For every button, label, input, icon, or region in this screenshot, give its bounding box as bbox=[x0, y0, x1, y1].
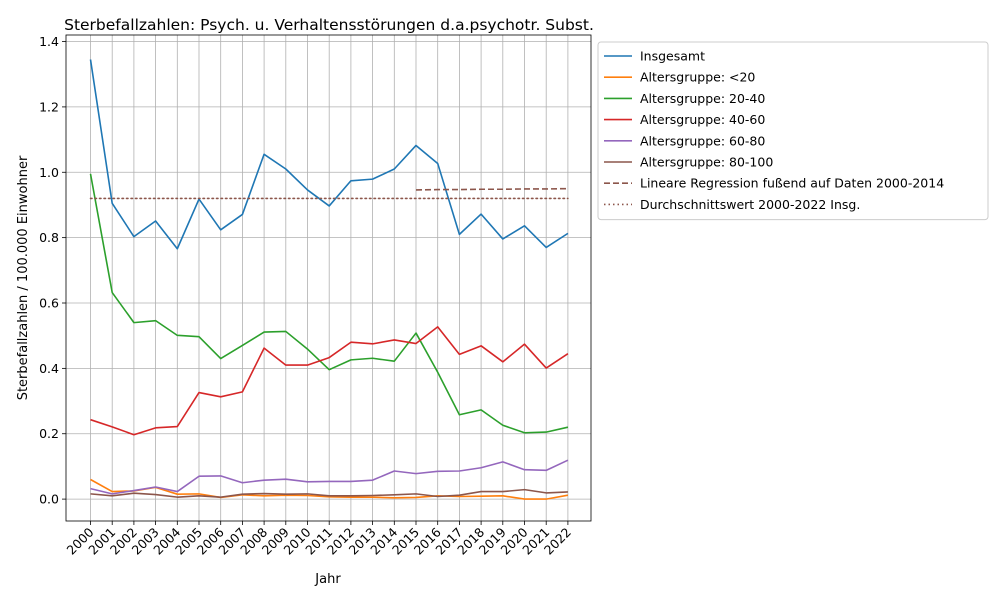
y-tick-label: 0.4 bbox=[39, 361, 59, 376]
legend-label: Insgesamt bbox=[640, 49, 705, 64]
legend-box bbox=[597, 41, 989, 221]
chart-title: Sterbefallzahlen: Psych. u. Verhaltensst… bbox=[64, 16, 594, 34]
legend-label: Lineare Regression fußend auf Daten 2000… bbox=[640, 176, 944, 191]
series-line-1 bbox=[90, 478, 569, 500]
series-line-5 bbox=[90, 488, 568, 498]
axes: 2000200120022003200420052006200720082009… bbox=[39, 34, 574, 558]
y-tick-label: 0.2 bbox=[39, 426, 59, 441]
legend-label: Altersgruppe: <20 bbox=[640, 70, 755, 85]
legend-label: Altersgruppe: 20-40 bbox=[640, 91, 765, 106]
y-tick-label: 0.8 bbox=[39, 230, 59, 245]
series-line-0 bbox=[89, 59, 569, 250]
y-tick-label: 1.2 bbox=[39, 99, 59, 114]
legend-label: Durchschnittswert 2000-2022 Insg. bbox=[640, 197, 860, 212]
y-tick-label: 1.4 bbox=[39, 34, 59, 49]
legend-label: Altersgruppe: 40-60 bbox=[640, 112, 765, 127]
series-line-4 bbox=[90, 459, 569, 495]
y-axis-label: Sterbefallzahlen / 100.000 Einwohner bbox=[16, 155, 31, 400]
plot-frame bbox=[65, 34, 592, 522]
y-tick-label: 1.0 bbox=[39, 165, 59, 180]
grid bbox=[66, 35, 591, 521]
x-axis-label: Jahr bbox=[314, 572, 341, 587]
legend: Insgesamt Altersgruppe: <20 Altersgruppe: … bbox=[597, 41, 989, 221]
series-group bbox=[89, 59, 569, 500]
y-tick-label: 0.6 bbox=[39, 296, 59, 311]
legend-label: Altersgruppe: 60-80 bbox=[640, 133, 765, 148]
series-line-3 bbox=[90, 326, 569, 436]
series-line-6 bbox=[415, 187, 568, 191]
series-line-2 bbox=[89, 173, 569, 434]
y-tick-label: 0.0 bbox=[39, 492, 59, 507]
legend-label: Altersgruppe: 80-100 bbox=[640, 155, 773, 170]
